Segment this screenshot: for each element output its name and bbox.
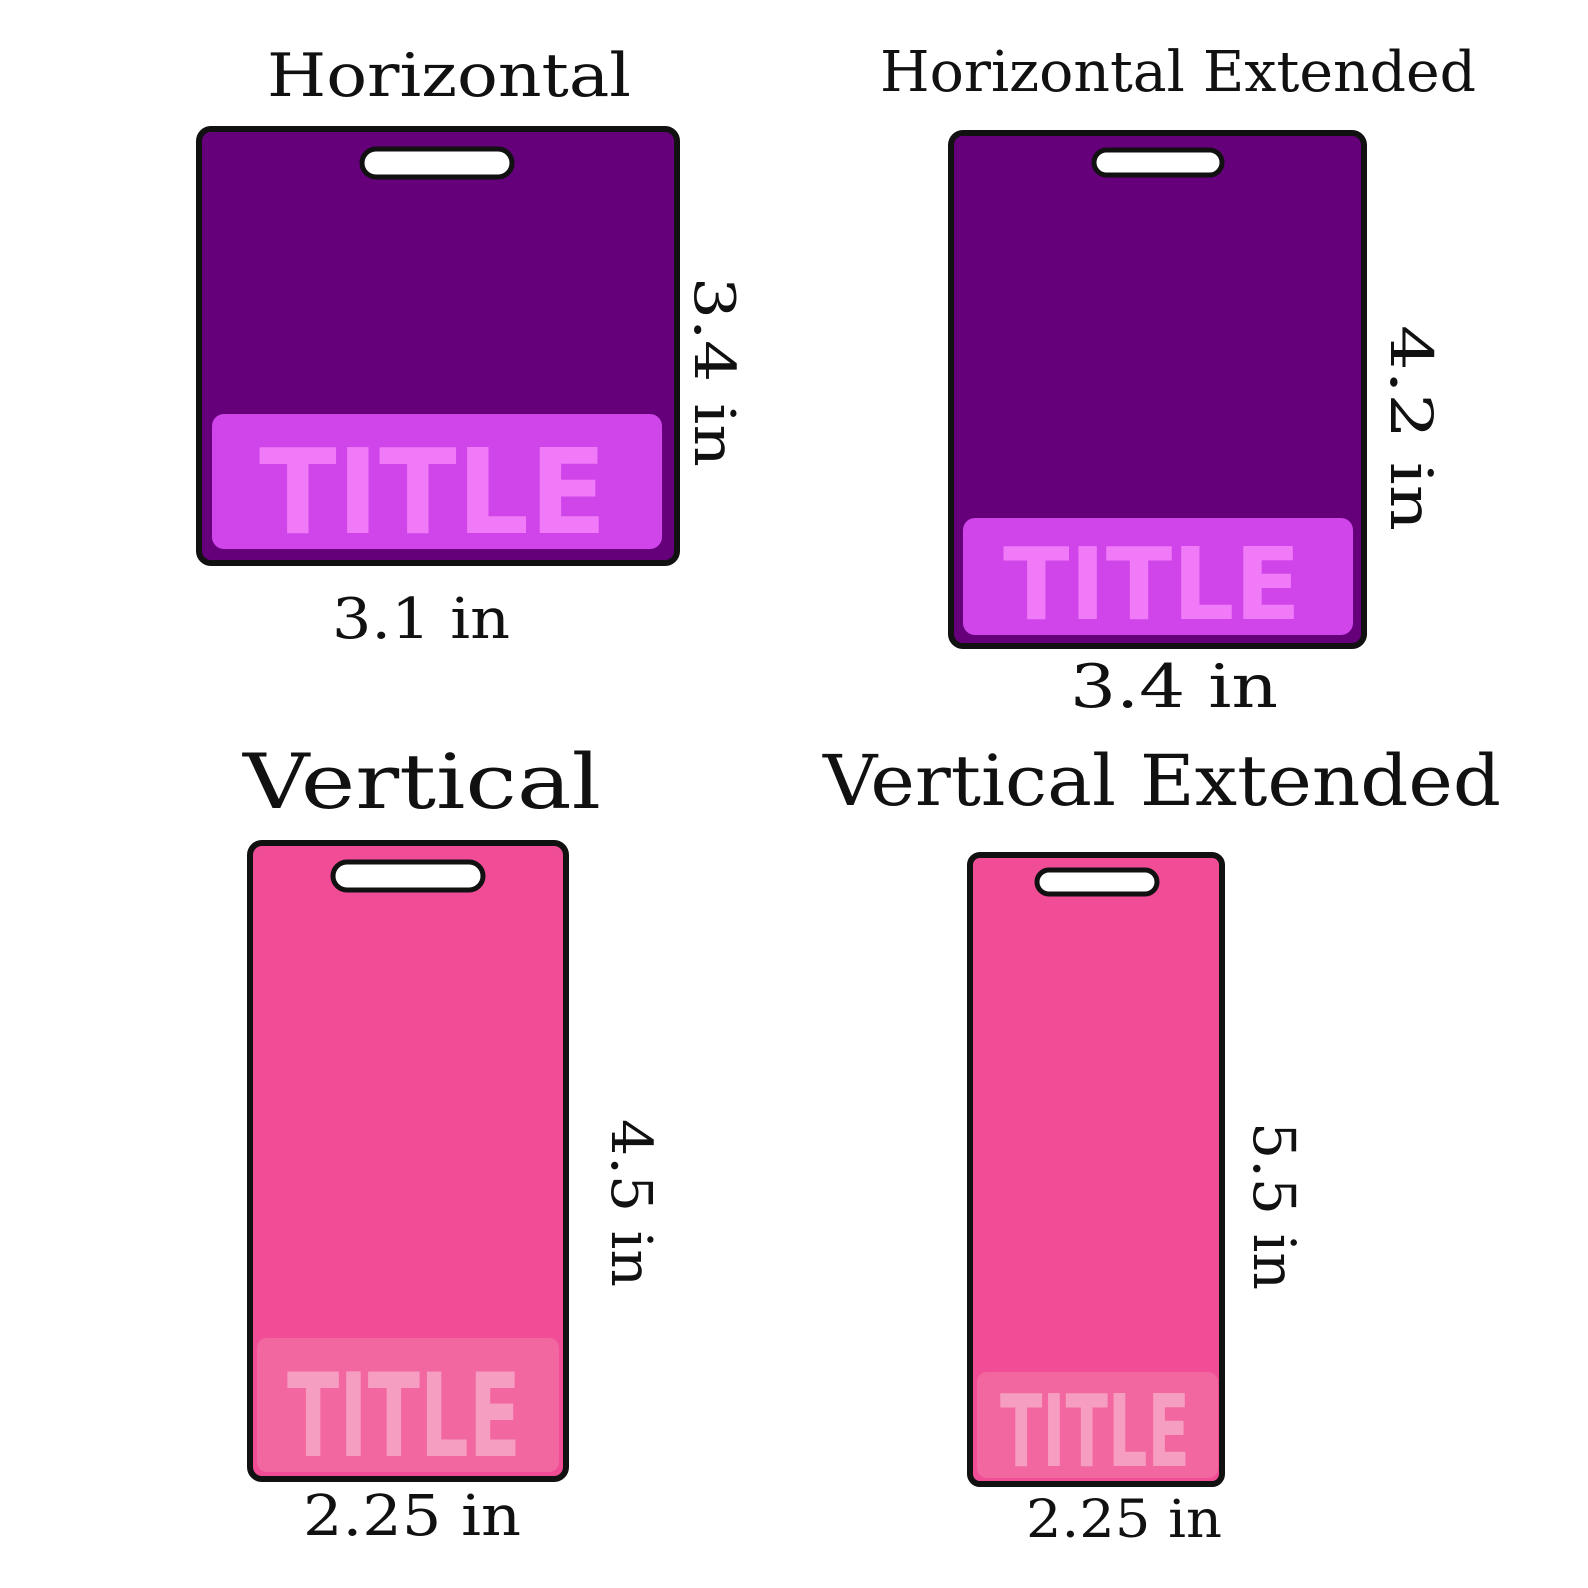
badge-horizontal-extended: Horizontal Extended TITLE 3.4 in 4.2 in xyxy=(880,40,1476,722)
badge-heading: Vertical xyxy=(242,737,601,826)
badge-title-panel xyxy=(977,1372,1218,1478)
badge-title-panel xyxy=(257,1338,559,1472)
badge-title-text: TITLE xyxy=(1000,1373,1190,1490)
badge-vertical-extended: Vertical Extended TITLE 2.25 in 5.5 in xyxy=(822,740,1501,1550)
badge-title-text: TITLE xyxy=(259,423,607,561)
badge-heading: Horizontal Extended xyxy=(880,40,1476,105)
badge-title-panel xyxy=(212,414,662,549)
badge-title-text: TITLE xyxy=(287,1349,521,1484)
badge-width-label: 3.4 in xyxy=(1070,652,1278,722)
badge-height-label: 5.5 in xyxy=(1240,1122,1308,1290)
badge-width-label: 3.1 in xyxy=(332,587,510,652)
badge-slot xyxy=(359,146,515,180)
badge-width-label: 2.25 in xyxy=(1026,1490,1222,1550)
badge-title-text: TITLE xyxy=(1003,526,1301,643)
badge-height-label: 3.4 in xyxy=(681,277,746,467)
badge-slot xyxy=(1091,147,1225,178)
badge-vertical: Vertical TITLE 2.25 in 4.5 in xyxy=(242,737,663,1549)
badge-card xyxy=(948,130,1367,649)
badge-height-label: 4.2 in xyxy=(1377,325,1445,531)
badge-slot xyxy=(1034,867,1160,897)
badge-height-label: 4.5 in xyxy=(598,1119,663,1287)
badge-horizontal: Horizontal TITLE 3.1 in 3.4 in xyxy=(196,41,746,652)
badge-slot xyxy=(330,859,486,893)
badge-heading: Vertical Extended xyxy=(822,740,1501,822)
badge-card xyxy=(247,840,569,1482)
badge-width-label: 2.25 in xyxy=(303,1484,521,1549)
badge-heading: Horizontal xyxy=(267,41,631,111)
badge-card xyxy=(967,852,1225,1487)
badge-title-panel xyxy=(963,518,1353,635)
